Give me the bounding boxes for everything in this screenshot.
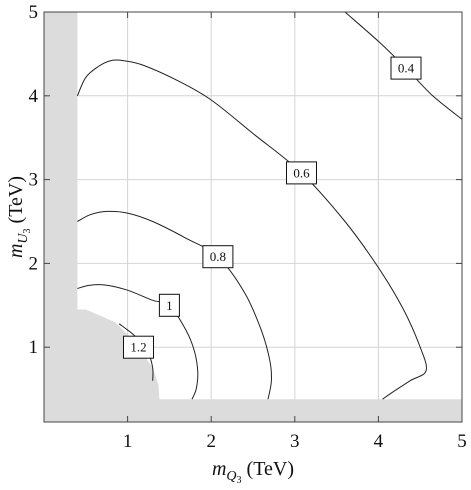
x-tick-label: 1	[123, 431, 133, 452]
y-tick-label: 3	[29, 170, 39, 191]
contour-label-0-4: 0.4	[390, 56, 422, 80]
contour-labels: 0.4 0.6 0.8 1 1.2	[123, 56, 422, 359]
contour-line-0-6	[76, 59, 427, 400]
x-tick-label: 2	[206, 431, 216, 452]
contour-label-text: 0.8	[210, 249, 226, 264]
contour-label-1-2: 1.2	[123, 335, 154, 359]
y-tick-label: 1	[29, 337, 39, 358]
x-axis-title: mQ3(TeV)	[212, 458, 294, 486]
contour-label-box	[158, 293, 180, 317]
x-tick-label: 3	[290, 431, 300, 452]
contour-label-box	[390, 56, 422, 80]
y-tick-label: 4	[29, 86, 39, 107]
excluded-region	[44, 12, 462, 422]
contour-label-0-6: 0.6	[286, 161, 317, 185]
grid-lines	[44, 12, 462, 422]
y-axis-title: mU3(TeV)	[5, 176, 33, 258]
x-tick-label: 5	[457, 431, 467, 452]
contour-label-1: 1	[158, 293, 180, 317]
contour-label-box	[286, 161, 317, 185]
axis-ticks: 1 2 3 4 5 1 2 3 4 5	[29, 2, 467, 452]
x-tick-label: 4	[374, 431, 384, 452]
plot-frame	[43, 11, 463, 423]
excluded-region-layer	[44, 12, 462, 422]
contour-label-text: 0.4	[398, 61, 415, 76]
y-tick-label: 2	[29, 253, 39, 274]
y-tick-label: 5	[29, 2, 39, 23]
contour-label-box	[123, 335, 154, 359]
contour-label-0-8: 0.8	[202, 245, 234, 269]
contour-label-box	[202, 245, 234, 269]
contour-label-text: 1.2	[130, 340, 146, 355]
contour-label-text: 0.6	[293, 165, 310, 180]
contour-label-text: 1	[166, 298, 173, 313]
